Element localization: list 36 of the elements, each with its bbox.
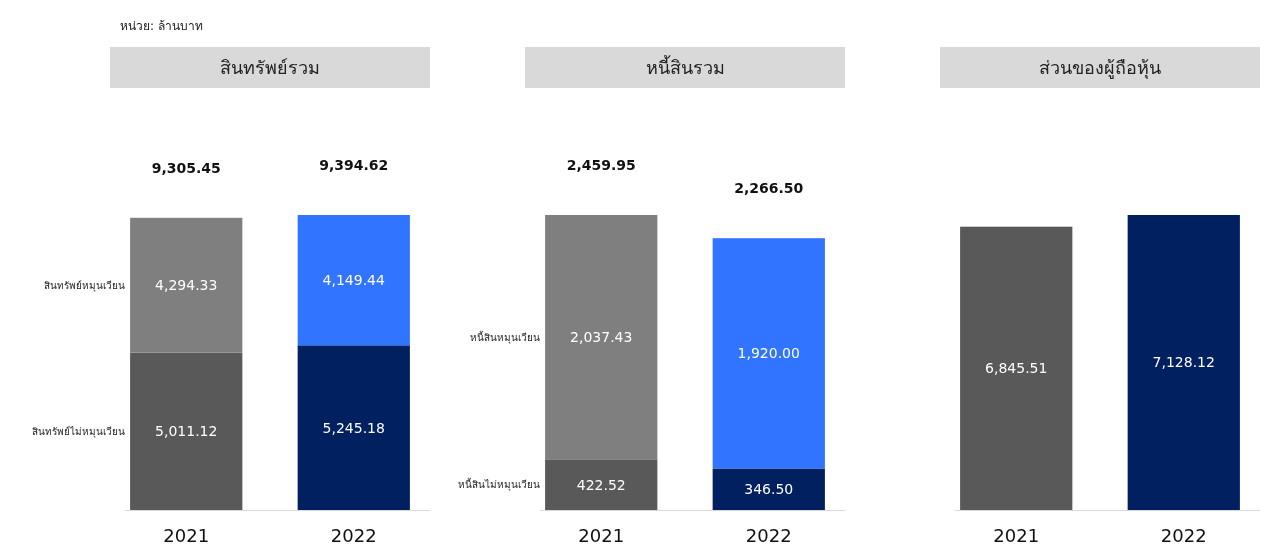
text: หน่วย: ล้านบาท	[120, 19, 203, 33]
data-label: 2,037.43	[570, 329, 633, 346]
x-tick-label: 2022	[1160, 525, 1207, 546]
data-label: 1,920.00	[737, 345, 800, 362]
bar	[712, 468, 825, 510]
series-label: สินทรัพย์ไม่หมุนเวียน	[32, 425, 126, 438]
series-label: หนี้สินหมุนเวียน	[470, 329, 541, 344]
x-tick-label: 2021	[993, 525, 1040, 546]
data-label: 5,245.18	[322, 419, 385, 436]
bar	[712, 238, 825, 469]
series-label: หนี้สินไม่หมุนเวียน	[458, 477, 541, 492]
x-tick-label: 2021	[578, 525, 625, 546]
total-label: 2,459.95	[566, 157, 636, 173]
data-label: 7,128.12	[1152, 354, 1215, 371]
data-label: 422.52	[576, 476, 626, 493]
total-label: 2,266.50	[734, 180, 804, 197]
x-tick-label: 2022	[330, 525, 377, 546]
bar	[130, 217, 243, 353]
total-label: 9,305.45	[151, 159, 221, 176]
bar	[297, 345, 410, 510]
x-tick-label: 2022	[745, 525, 792, 546]
x-tick-label: 2021	[163, 525, 210, 546]
bar	[130, 352, 243, 510]
bar	[545, 459, 658, 510]
chart-title: หนี้สินรวม	[645, 54, 725, 78]
series-label: สินทรัพย์หมุนเวียน	[44, 279, 126, 292]
data-label: 346.50	[744, 481, 794, 498]
data-label: 4,149.44	[322, 272, 386, 289]
chart-title: สินทรัพย์รวม	[220, 56, 320, 78]
bar	[545, 215, 658, 460]
total-label: 9,394.62	[319, 157, 389, 173]
data-label: 4,294.33	[155, 277, 218, 294]
bar	[297, 215, 410, 346]
chart-title: ส่วนของผู้ถือหุ้น	[1039, 56, 1161, 79]
data-label: 5,011.12	[155, 423, 218, 440]
data-label: 6,845.51	[985, 360, 1048, 377]
